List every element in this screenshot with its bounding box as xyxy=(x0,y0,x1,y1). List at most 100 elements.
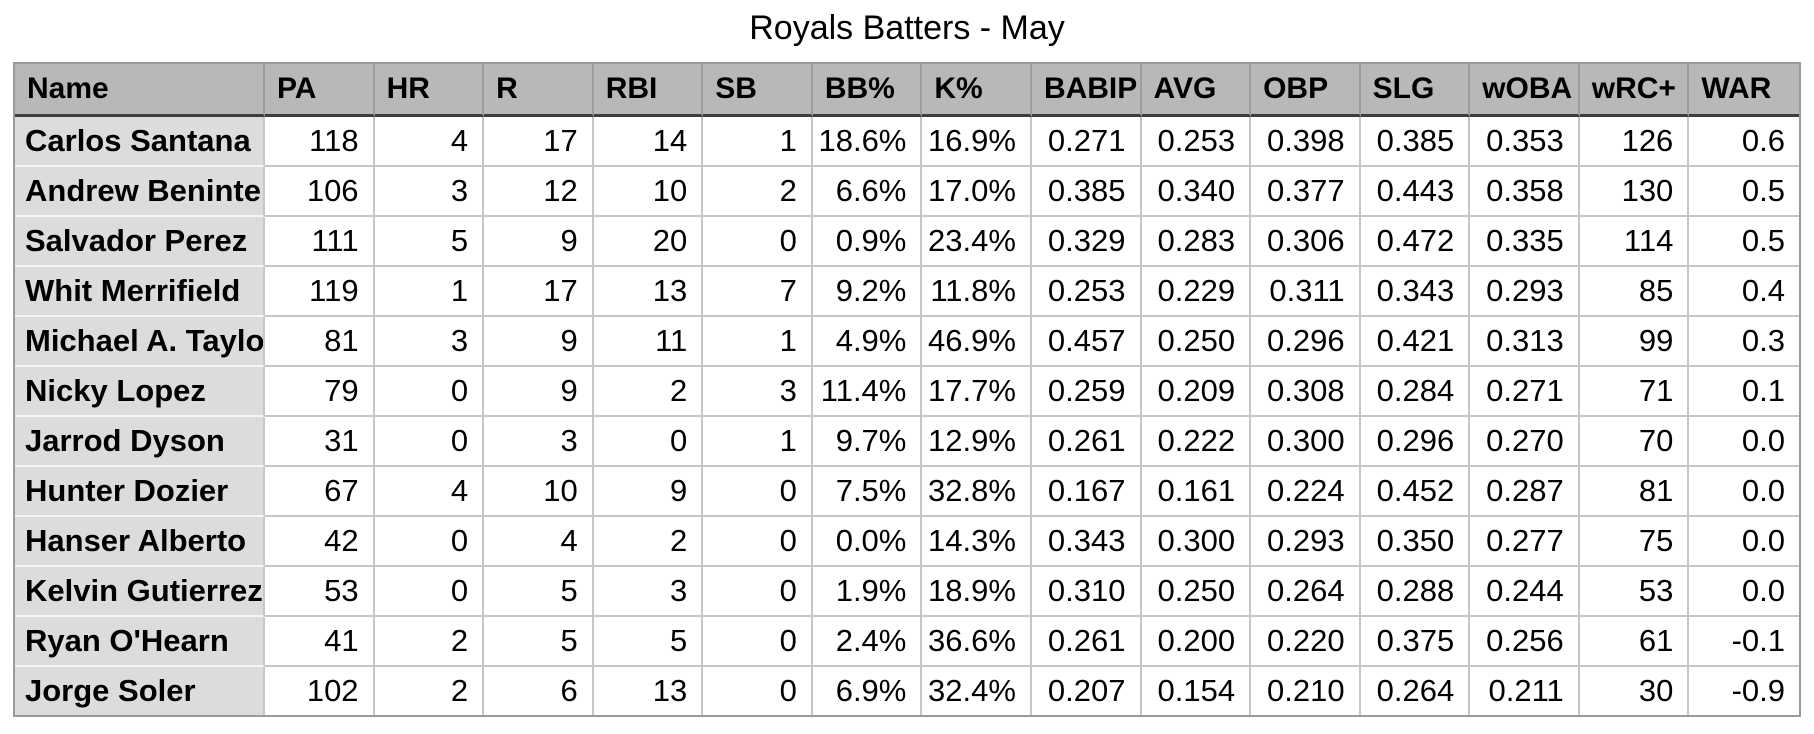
stat-cell: 30 xyxy=(1579,667,1690,715)
stat-cell: 0.293 xyxy=(1470,267,1580,317)
stat-cell: 0.421 xyxy=(1360,317,1471,367)
player-name-cell: Michael A. Taylor xyxy=(15,317,265,367)
column-header-babip: BABIP xyxy=(1031,64,1142,117)
stat-cell: 0.222 xyxy=(1141,417,1252,467)
stat-cell: 5 xyxy=(374,217,485,267)
stat-cell: 0.452 xyxy=(1360,467,1471,517)
stat-cell: 0.261 xyxy=(1031,617,1142,667)
stat-cell: 5 xyxy=(484,567,594,617)
stat-cell: 114 xyxy=(1579,217,1690,267)
column-header-hr: HR xyxy=(374,64,485,117)
stat-cell: 17.0% xyxy=(922,167,1032,217)
stat-cell: 18.9% xyxy=(922,567,1032,617)
stat-cell: 0.287 xyxy=(1470,467,1580,517)
table-row: Salvador Perez 111 5 9 20 0 0.9% 23.4% 0.329 0.28… xyxy=(15,217,1799,267)
stat-cell: 71 xyxy=(1579,367,1690,417)
stat-cell: 3 xyxy=(593,567,704,617)
stat-cell: 4 xyxy=(374,117,485,167)
table-row: Andrew Benintendi1063121026.6%17.0%0.385… xyxy=(15,167,1799,217)
stat-cell: 18.6% xyxy=(812,117,923,167)
stat-cell: 0.377 xyxy=(1251,167,1361,217)
stat-cell: 119 xyxy=(265,267,375,317)
stat-cell: 0.277 xyxy=(1470,517,1580,567)
stat-cell: 0 xyxy=(374,517,485,567)
stat-cell: 0.296 xyxy=(1251,317,1361,367)
stat-cell: 0.253 xyxy=(1031,267,1142,317)
stat-cell: 0.343 xyxy=(1360,267,1471,317)
stat-cell: 6.9% xyxy=(812,667,923,715)
stat-cell: 32.8% xyxy=(922,467,1032,517)
stat-cell: 0.0 xyxy=(1689,517,1799,567)
stat-cell: 0.261 xyxy=(1031,417,1142,467)
stat-cell: 75 xyxy=(1579,517,1690,567)
table-row: Kelvin Gutierrez 53 0 5 3 0 1.9% 18.9% 0.310 0.25… xyxy=(15,567,1799,617)
table-row: Jorge Soler 102 2 6 13 0 6.9% 32.4% 0.207 0.154 0.… xyxy=(15,667,1799,715)
stat-cell: 99 xyxy=(1579,317,1690,367)
stat-cell: 106 xyxy=(265,167,375,217)
stat-cell: 0.256 xyxy=(1470,617,1580,667)
stat-cell: 14 xyxy=(593,117,704,167)
player-name-cell: Jarrod Dyson xyxy=(15,417,265,467)
stat-cell: 0.250 xyxy=(1141,317,1252,367)
stat-cell: 0 xyxy=(593,417,704,467)
player-name-cell: Salvador Perez xyxy=(15,217,265,267)
stat-cell: 0.472 xyxy=(1360,217,1471,267)
stat-cell: 2 xyxy=(374,617,485,667)
column-header-r: R xyxy=(484,64,594,117)
column-header-slg: SLG xyxy=(1360,64,1471,117)
stat-cell: 0.300 xyxy=(1251,417,1361,467)
stat-cell: 0.340 xyxy=(1141,167,1252,217)
page-title: Royals Batters - May xyxy=(749,9,1065,47)
stat-cell: 4.9% xyxy=(812,317,923,367)
stat-cell: 0.385 xyxy=(1031,167,1142,217)
stat-cell: 0.343 xyxy=(1031,517,1142,567)
player-name-cell: Andrew Benintendi xyxy=(15,167,265,217)
stat-cell: 53 xyxy=(1579,567,1690,617)
stat-cell: 0.6 xyxy=(1689,117,1799,167)
stat-cell: 0.244 xyxy=(1470,567,1580,617)
column-header-avg: AVG xyxy=(1141,64,1252,117)
table-body: Carlos Santana 118 4 17 14 1 18.6% 16.9% 0.271 0.… xyxy=(15,117,1799,715)
stat-cell: 1 xyxy=(703,417,813,467)
stat-cell: 81 xyxy=(1579,467,1690,517)
stat-cell: 4 xyxy=(374,467,485,517)
stat-cell: 0.0 xyxy=(1689,567,1799,617)
stat-cell: 0.335 xyxy=(1470,217,1580,267)
stat-cell: 53 xyxy=(265,567,375,617)
table-row: Whit Merrifield 119 1 17 13 7 9.2% 11.8% 0.253 0.… xyxy=(15,267,1799,317)
stat-cell: 9.2% xyxy=(812,267,923,317)
stat-cell: 9 xyxy=(484,317,594,367)
stat-cell: 0.313 xyxy=(1470,317,1580,367)
stat-cell: 79 xyxy=(265,367,375,417)
stat-cell: 41 xyxy=(265,617,375,667)
stat-cell: 0 xyxy=(703,217,813,267)
stat-cell: 0.250 xyxy=(1141,567,1252,617)
stat-cell: 61 xyxy=(1579,617,1690,667)
table-row: Jarrod Dyson 31 0 3 0 1 9.7% 12.9% 0.261 0.222 0.3… xyxy=(15,417,1799,467)
stat-cell: 0 xyxy=(374,567,485,617)
column-header-bb-: BB% xyxy=(812,64,923,117)
stat-cell: 4 xyxy=(484,517,594,567)
stat-cell: 23.4% xyxy=(922,217,1032,267)
stat-cell: 0.288 xyxy=(1360,567,1471,617)
stat-cell: 0.350 xyxy=(1360,517,1471,567)
stat-cell: 1 xyxy=(374,267,485,317)
stat-cell: 0.264 xyxy=(1360,667,1471,715)
stat-cell: 130 xyxy=(1579,167,1690,217)
stat-cell: 12 xyxy=(484,167,594,217)
column-header-pa: PA xyxy=(265,64,375,117)
column-header-woba: wOBA xyxy=(1470,64,1580,117)
stat-cell: 0.385 xyxy=(1360,117,1471,167)
stat-cell: 0.224 xyxy=(1251,467,1361,517)
stat-cell: 6.6% xyxy=(812,167,923,217)
stat-cell: 0.443 xyxy=(1360,167,1471,217)
stat-cell: 11.8% xyxy=(922,267,1032,317)
stat-cell: 5 xyxy=(484,617,594,667)
stat-cell: 0 xyxy=(374,417,485,467)
player-name-cell: Hunter Dozier xyxy=(15,467,265,517)
stat-cell: 0 xyxy=(703,517,813,567)
stat-cell: 17 xyxy=(484,117,594,167)
stat-cell: 111 xyxy=(265,217,375,267)
stat-cell: 13 xyxy=(593,267,704,317)
stat-cell: 9.7% xyxy=(812,417,923,467)
